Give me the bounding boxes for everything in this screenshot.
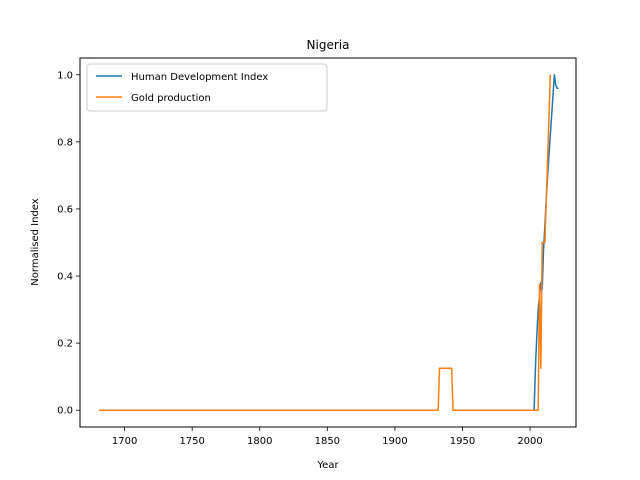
x-tick-label: 1950 bbox=[450, 436, 475, 447]
x-tick-label: 1750 bbox=[179, 436, 204, 447]
x-axis: 1700 1750 1800 1850 1900 1950 2000 bbox=[112, 427, 543, 447]
legend-label-gold: Gold production bbox=[131, 93, 211, 104]
plot-frame bbox=[79, 57, 577, 428]
x-tick-label: 2000 bbox=[517, 436, 542, 447]
x-axis-label: Year bbox=[316, 460, 339, 471]
series-line-1 bbox=[98, 74, 552, 411]
x-tick-label: 1900 bbox=[382, 436, 407, 447]
y-axis: 0.0 0.2 0.4 0.6 0.8 1.0 bbox=[57, 70, 80, 417]
series-layer bbox=[98, 74, 559, 411]
y-tick-label: 0.0 bbox=[57, 406, 73, 417]
x-tick-label: 1700 bbox=[112, 436, 137, 447]
y-axis-label: Normalised Index bbox=[30, 198, 41, 285]
y-tick-label: 0.8 bbox=[57, 137, 73, 148]
y-tick-label: 0.6 bbox=[57, 204, 73, 215]
y-tick-label: 0.2 bbox=[57, 339, 73, 350]
y-tick-label: 0.4 bbox=[57, 272, 73, 283]
chart-title: Nigeria bbox=[307, 38, 350, 52]
legend-label-hdi: Human Development Index bbox=[131, 72, 268, 83]
x-tick-label: 1850 bbox=[315, 436, 340, 447]
x-tick-label: 1800 bbox=[247, 436, 272, 447]
y-tick-label: 1.0 bbox=[57, 70, 73, 81]
legend: Human Development Index Gold production bbox=[86, 63, 328, 112]
legend-box bbox=[86, 63, 328, 112]
